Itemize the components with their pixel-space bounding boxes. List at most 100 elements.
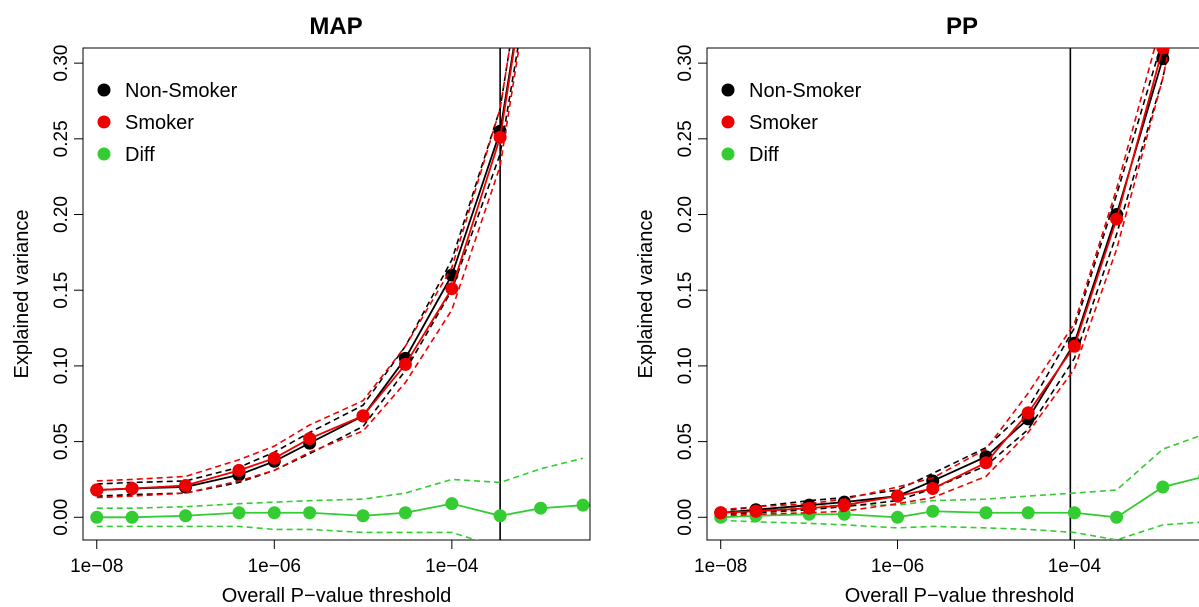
legend: Non-Smoker Smoker Diff (721, 80, 862, 166)
ci-lower-line (96, 525, 479, 540)
series-diff (714, 435, 1199, 540)
y-tick-label: 0.10 (51, 347, 72, 384)
x-tick-label: 1e−06 (871, 556, 924, 577)
data-point (356, 409, 370, 423)
panel-pp: PP 0.00 0.05 0.10 0.15 0.20 0.25 0.30 1e−08 1e−06… (635, 13, 1199, 607)
series-smoker (714, 48, 1170, 520)
legend-label: Diff (749, 144, 779, 166)
plot-area (90, 48, 590, 540)
data-point (267, 451, 281, 465)
plot-area (714, 48, 1199, 540)
series-line (720, 476, 1199, 519)
data-point (926, 482, 940, 496)
legend-label: Smoker (749, 112, 818, 134)
series-line (720, 48, 1164, 514)
data-point (179, 479, 193, 493)
data-point (1021, 406, 1035, 420)
ci-lower-line (720, 48, 1170, 516)
x-axis: 1e−08 1e−06 1e−04 (70, 540, 479, 577)
data-point (802, 501, 816, 515)
data-point (714, 506, 728, 520)
y-tick-label: 0.05 (51, 423, 72, 460)
legend-label: Non-Smoker (749, 80, 862, 102)
legend: Non-Smoker Smoker Diff (97, 80, 238, 166)
data-point (837, 498, 851, 512)
x-axis-label: Overall P−value threshold (222, 585, 452, 607)
legend-marker (721, 115, 735, 129)
data-point (398, 357, 412, 371)
legend-marker (721, 147, 735, 161)
ci-upper-line (96, 457, 584, 510)
data-point (1110, 212, 1124, 226)
x-tick-label: 1e−08 (694, 556, 747, 577)
data-point (232, 463, 246, 477)
y-tick-label: 0.30 (675, 45, 696, 82)
x-tick-label: 1e−04 (1048, 556, 1102, 577)
ci-lower-line (96, 48, 520, 499)
data-point (356, 509, 370, 523)
series-line (720, 48, 1166, 514)
y-tick-label: 0.20 (675, 196, 696, 233)
legend-label: Non-Smoker (125, 80, 238, 102)
series-line (96, 502, 584, 519)
data-point (125, 482, 139, 496)
y-axis: 0.00 0.05 0.10 0.15 0.20 0.25 0.30 (675, 45, 707, 536)
data-point (749, 504, 763, 518)
x-tick-label: 1e−08 (70, 556, 123, 577)
ci-upper-line (720, 48, 1156, 511)
ci-lower-line (720, 48, 1170, 517)
data-point (1021, 506, 1035, 520)
legend-marker (721, 83, 735, 97)
y-tick-label: 0.30 (51, 45, 72, 82)
data-point (1156, 48, 1170, 55)
data-point (303, 432, 317, 446)
data-point (534, 501, 548, 515)
series-line (96, 48, 516, 491)
data-point (445, 282, 459, 296)
y-tick-label: 0.15 (51, 272, 72, 309)
data-point (979, 506, 993, 520)
data-point (303, 506, 317, 520)
data-point (576, 498, 590, 512)
y-tick-label: 0.20 (51, 196, 72, 233)
data-point (445, 497, 459, 511)
data-point (1067, 506, 1081, 520)
data-point (493, 130, 507, 144)
y-axis-label: Explained variance (11, 210, 33, 379)
legend-label: Diff (125, 144, 155, 166)
data-point (926, 504, 940, 518)
data-point (979, 456, 993, 470)
ci-upper-line (720, 48, 1161, 513)
data-point (232, 506, 246, 520)
series-diff (90, 457, 590, 540)
ci-lower-line (720, 519, 1199, 540)
chart-title: PP (946, 13, 978, 40)
legend-marker (97, 115, 111, 129)
data-point (1110, 510, 1124, 524)
series-non-smoker (714, 48, 1170, 520)
data-point (90, 510, 104, 524)
x-axis-label: Overall P−value threshold (845, 585, 1075, 607)
x-tick-label: 1e−06 (248, 556, 301, 577)
data-point (267, 506, 281, 520)
chart-title: MAP (309, 13, 362, 40)
legend-label: Smoker (125, 112, 194, 134)
data-point (90, 483, 104, 497)
data-point (493, 509, 507, 523)
y-axis-label: Explained variance (635, 210, 657, 379)
x-tick-label: 1e−04 (425, 556, 479, 577)
y-tick-label: 0.15 (675, 272, 696, 309)
y-tick-label: 0.00 (675, 499, 696, 536)
data-point (398, 506, 412, 520)
series-smoker (90, 48, 520, 499)
data-point (1156, 480, 1170, 494)
data-point (891, 489, 905, 503)
y-tick-label: 0.00 (51, 499, 72, 536)
y-tick-label: 0.25 (675, 120, 696, 157)
data-point (179, 509, 193, 523)
legend-marker (97, 147, 111, 161)
x-axis: 1e−08 1e−06 1e−04 (694, 540, 1101, 577)
plot-frame (706, 47, 1199, 541)
